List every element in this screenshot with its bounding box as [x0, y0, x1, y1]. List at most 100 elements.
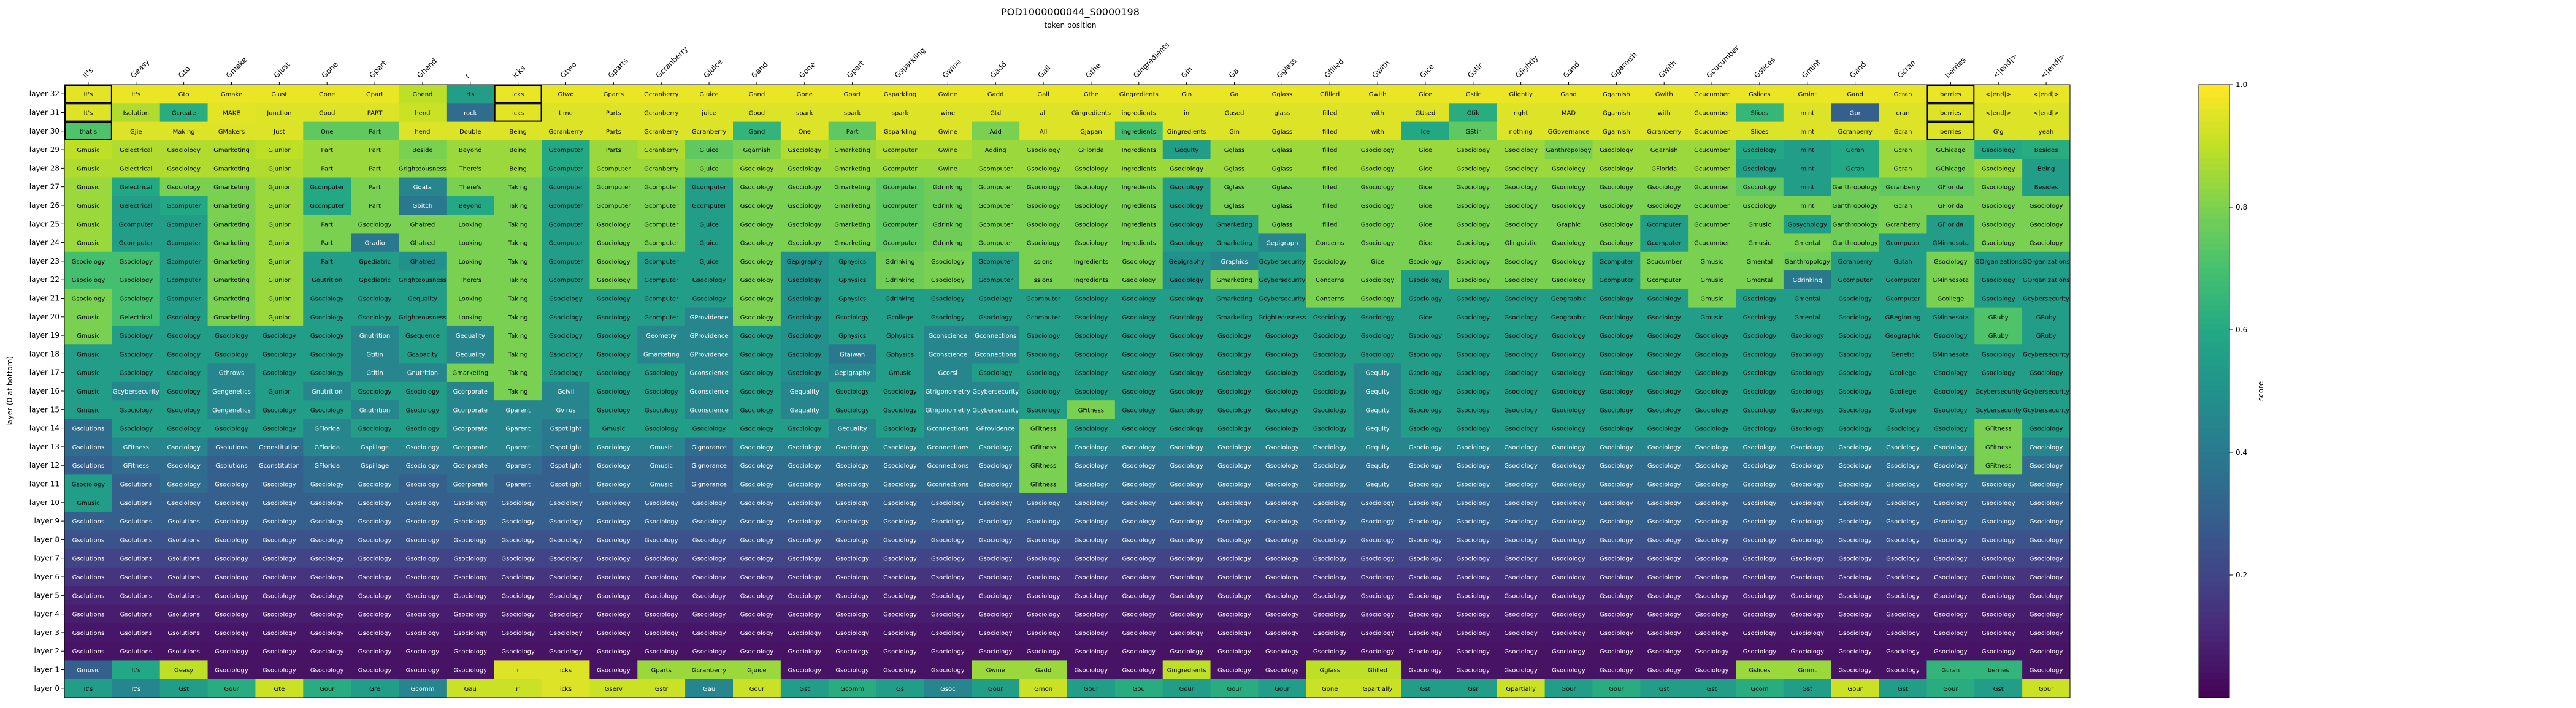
- heatmap-cell: [351, 140, 399, 159]
- heatmap-cell: [1401, 103, 1450, 123]
- x-tick-label: Gto: [177, 64, 192, 80]
- heatmap-cell: [1067, 623, 1116, 642]
- cell-label: Gsociology: [1265, 407, 1299, 414]
- heatmap-cell: [876, 196, 924, 215]
- heatmap-cell: [1974, 289, 2023, 308]
- heatmap-cell: [780, 196, 829, 215]
- cell-label: Gsociology: [979, 630, 1013, 637]
- heatmap-cell: [828, 159, 877, 178]
- heatmap-cell: [1306, 121, 1354, 141]
- cell-label: Gsociology: [1982, 277, 2015, 284]
- cell-label: Gsociology: [1838, 482, 1872, 489]
- heatmap-cell: [1258, 604, 1306, 624]
- heatmap-cell: [1210, 196, 1259, 215]
- cell-label: Gsociology: [597, 556, 631, 563]
- cell-label: Gequality: [408, 295, 437, 302]
- heatmap-cell: [733, 233, 781, 253]
- cell-label: Gsociology: [597, 333, 631, 340]
- heatmap-cell: [1354, 344, 1402, 364]
- heatmap-cell: [1497, 604, 1546, 624]
- heatmap-cell: [637, 679, 686, 698]
- heatmap-cell: [207, 270, 256, 289]
- heatmap-cell: [1162, 196, 1211, 215]
- heatmap-cell: [1783, 400, 1832, 419]
- heatmap-cell: [542, 474, 590, 494]
- heatmap-cell: [780, 325, 829, 345]
- heatmap-cell: [1783, 530, 1832, 550]
- cell-label: Gsociology: [1361, 537, 1395, 544]
- heatmap-cell: [780, 251, 829, 271]
- heatmap-cell: [1497, 456, 1546, 475]
- cell-label: Gsociology: [406, 463, 440, 470]
- heatmap-cell: [1449, 511, 1498, 531]
- heatmap-cell: [255, 623, 304, 642]
- cell-label: Gmusic: [77, 240, 99, 247]
- cell-label: Gcomm: [410, 686, 434, 693]
- heatmap-cell: [1736, 642, 1784, 661]
- cell-label: Gsociology: [263, 593, 296, 600]
- cell-label: Just: [273, 129, 285, 135]
- cell-label: Gsociology: [358, 221, 392, 228]
- cell-label: Gsociology: [215, 612, 248, 619]
- heatmap-cell: [1067, 85, 1116, 104]
- heatmap-cell: [1067, 549, 1116, 568]
- heatmap-cell: [159, 642, 209, 661]
- cell-label: Gsolutions: [167, 556, 200, 563]
- highlight-box: [494, 103, 542, 122]
- cell-label: Gsociology: [1552, 370, 1585, 377]
- colorbar-frame: [2198, 84, 2230, 698]
- cell-label: Slices: [1751, 129, 1769, 135]
- cell-label: Gsociology: [453, 537, 487, 544]
- cell-label: Gsociology: [1361, 240, 1395, 247]
- cell-label: Gcollege: [1938, 295, 1965, 302]
- heatmap-cell: [1162, 325, 1211, 345]
- heatmap-cell: [112, 567, 161, 587]
- cell-label: Gsociology: [740, 185, 774, 191]
- heatmap-cell: [733, 325, 781, 345]
- colorbar-segment: [2199, 275, 2229, 281]
- cell-label: Gand: [749, 91, 765, 98]
- cell-label: GFlorida: [314, 463, 340, 470]
- cell-label: Gsociology: [1600, 185, 1633, 191]
- cell-label: Gcybersecurity: [1259, 259, 1306, 265]
- cell-label: Gsociology: [1886, 593, 1920, 600]
- heatmap-cell: [1592, 493, 1641, 512]
- heatmap-cell: [255, 586, 304, 605]
- cell-label: Gsociology: [1217, 333, 1251, 340]
- heatmap-cell: [589, 623, 638, 642]
- cell-label: Gsociology: [406, 500, 440, 507]
- cell-label: Gsolutions: [167, 574, 200, 581]
- cell-label: Gsociology: [1504, 649, 1538, 655]
- heatmap-cell: [303, 177, 351, 197]
- cell-label: Gsociology: [1361, 519, 1395, 525]
- heatmap-cell: [1879, 196, 1927, 215]
- heatmap-cell: [1019, 642, 1068, 661]
- heatmap-cell: [1544, 419, 1593, 438]
- heatmap-cell: [64, 196, 113, 215]
- cell-label: Gsociology: [1504, 314, 1538, 321]
- heatmap-cell: [1306, 419, 1354, 438]
- heatmap-cell: [1544, 660, 1593, 680]
- cell-label: hend: [415, 129, 430, 135]
- heatmap-cell: [1783, 567, 1832, 587]
- cell-label: Gsociology: [883, 593, 917, 600]
- cell-label: Gwine: [938, 129, 957, 135]
- x-tick-label: Gjuice: [702, 58, 724, 80]
- cell-label: Gsociology: [1695, 482, 1729, 489]
- heatmap-cell: [64, 530, 113, 550]
- heatmap-cell: [1926, 251, 1975, 271]
- cell-label: Gsociology: [167, 389, 201, 395]
- cell-label: Gsociology: [1075, 370, 1108, 377]
- cell-label: Gcomputer: [549, 240, 584, 247]
- cell-label: Gsociology: [1075, 351, 1108, 358]
- heatmap-cell: [924, 121, 972, 141]
- heatmap-cell: [1306, 381, 1354, 401]
- cell-label: Gconscience: [929, 351, 967, 358]
- cell-label: Gsociology: [2030, 500, 2063, 507]
- cell-label: Gsociology: [1361, 649, 1395, 655]
- colorbar-segment: [2199, 391, 2229, 398]
- heatmap-cell: [159, 270, 209, 289]
- heatmap-cell: [1210, 623, 1259, 642]
- heatmap-cell: [1449, 381, 1498, 401]
- cell-label: Gsociology: [167, 333, 201, 340]
